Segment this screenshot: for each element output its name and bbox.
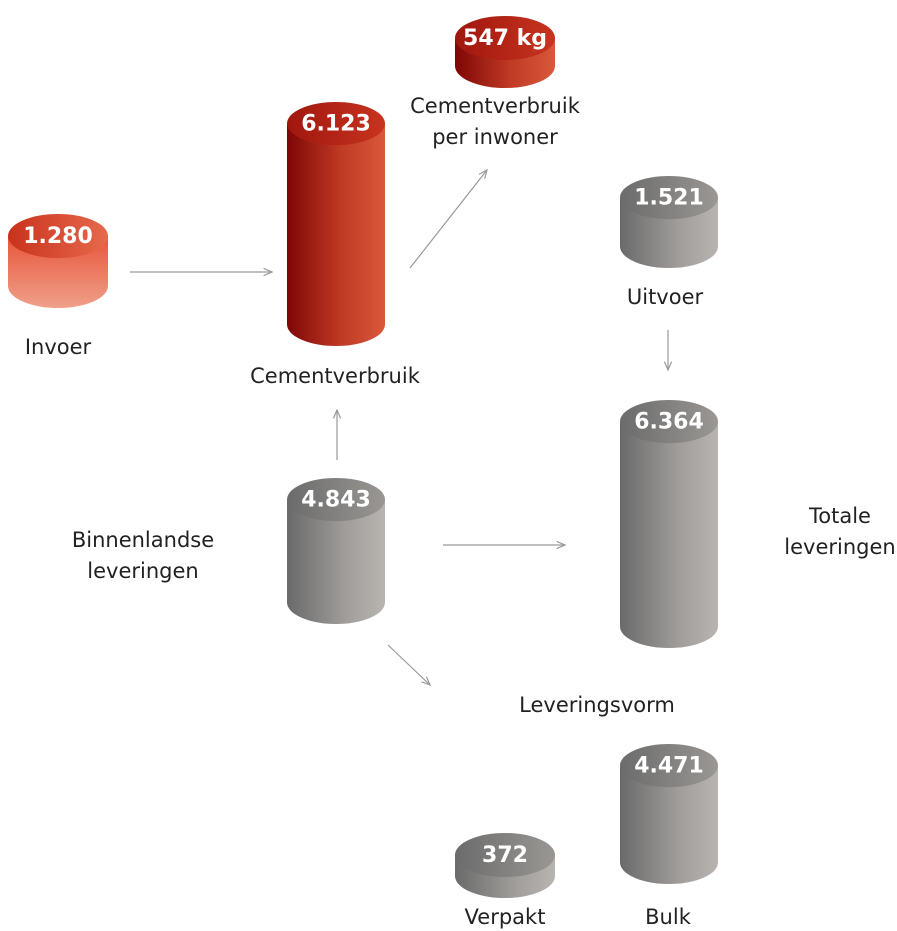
value-label: 547 kg bbox=[463, 26, 547, 51]
cylinder-top bbox=[620, 744, 718, 788]
cylinder-body bbox=[620, 421, 718, 648]
node-label: Verpakt bbox=[465, 905, 546, 929]
node-label: Cementverbruik bbox=[410, 94, 581, 118]
heading: Leveringsvorm bbox=[519, 693, 675, 717]
value-label: 4.843 bbox=[301, 488, 371, 513]
node-label: leveringen bbox=[87, 559, 198, 583]
node-label: leveringen bbox=[784, 535, 895, 559]
cylinder-top bbox=[455, 16, 555, 60]
node-label: Uitvoer bbox=[627, 285, 704, 309]
arrow bbox=[409, 170, 487, 269]
cylinder-top bbox=[287, 102, 385, 146]
node-label: Binnenlandse bbox=[72, 528, 214, 552]
arrows bbox=[130, 170, 668, 685]
cylinder-body bbox=[287, 123, 385, 346]
cylinder-body bbox=[287, 499, 385, 624]
value-label: 372 bbox=[482, 843, 528, 868]
cylinder-top bbox=[620, 400, 718, 444]
value-label: 4.471 bbox=[634, 754, 704, 779]
node-label: Totale bbox=[808, 504, 871, 528]
node-label: Bulk bbox=[645, 905, 692, 929]
value-label: 1.280 bbox=[23, 224, 93, 249]
cylinder-top bbox=[8, 214, 108, 258]
cylinder-top bbox=[455, 833, 555, 877]
value-label: 1.521 bbox=[634, 186, 704, 211]
node-label: Invoer bbox=[25, 335, 92, 359]
node-label: Cementverbruik bbox=[250, 364, 421, 388]
value-label: 6.364 bbox=[634, 410, 704, 435]
node-label: per inwoner bbox=[432, 125, 558, 149]
value-label: 6.123 bbox=[301, 112, 371, 137]
cylinder-body bbox=[620, 765, 718, 884]
arrow bbox=[387, 644, 430, 685]
cylinder-top bbox=[620, 176, 718, 220]
cylinder-top bbox=[287, 478, 385, 522]
